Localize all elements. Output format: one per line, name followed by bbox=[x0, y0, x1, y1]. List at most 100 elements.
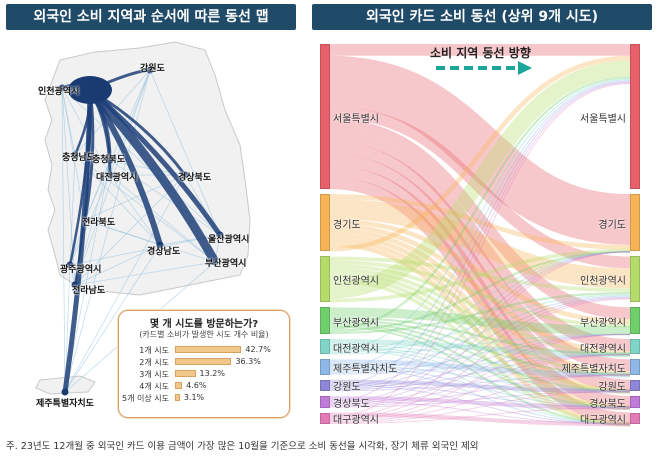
sankey-link bbox=[329, 177, 631, 425]
map-minor-flow bbox=[61, 87, 76, 156]
sankey-source-label: 대전광역시 bbox=[333, 343, 379, 355]
sankey-source-node bbox=[320, 339, 330, 355]
sankey-source-node bbox=[320, 256, 330, 303]
sankey-target-node bbox=[630, 379, 640, 392]
map-minor-flow bbox=[74, 69, 151, 286]
sankey-target-node bbox=[630, 307, 640, 335]
inset-question: 몇 개 시도를 방문하는가? bbox=[149, 319, 259, 330]
sankey-link bbox=[329, 374, 631, 392]
sankey-source-node bbox=[320, 379, 330, 392]
map-minor-flow bbox=[61, 87, 66, 393]
sankey-link bbox=[329, 228, 631, 376]
map-minor-flow bbox=[64, 174, 186, 393]
sankey-link bbox=[329, 374, 631, 423]
map-minor-flow bbox=[74, 244, 161, 286]
sankey-link bbox=[329, 130, 631, 351]
inset-bar-label: 3개 시도 bbox=[139, 370, 169, 379]
sankey-link bbox=[329, 263, 631, 357]
sankey-link bbox=[329, 333, 631, 405]
sankey-link bbox=[329, 384, 631, 425]
sankey-target-label: 부산광역시 bbox=[580, 317, 626, 329]
sankey-target-label: 경기도 bbox=[598, 219, 626, 231]
inset-bar-value: 3.1% bbox=[183, 393, 205, 402]
sankey-target-label: 제주특별자치도 bbox=[561, 363, 626, 375]
sankey-link bbox=[329, 400, 631, 425]
sankey-target-node bbox=[630, 359, 640, 375]
sankey-link bbox=[329, 396, 631, 410]
map-node-gangwon bbox=[146, 66, 154, 74]
sankey-source-label: 인천광역시 bbox=[333, 276, 379, 288]
label-daejeon: 대전광역시 bbox=[96, 173, 138, 183]
sankey-source-node bbox=[320, 396, 330, 408]
map-minor-flow bbox=[69, 234, 221, 266]
map-minor-flow bbox=[69, 174, 111, 266]
label-gwangju: 광주광역시 bbox=[60, 265, 102, 275]
map-node-gwangju bbox=[66, 261, 74, 269]
label-gyeongnam: 경상남도 bbox=[147, 247, 181, 257]
sankey-source-label: 강원도 bbox=[333, 382, 361, 394]
map-node-jeonbuk bbox=[81, 216, 89, 224]
map-minor-flow bbox=[64, 244, 161, 393]
sankey-link bbox=[329, 153, 631, 392]
sankey-link bbox=[329, 374, 631, 407]
sankey-link bbox=[329, 82, 631, 402]
map-minor-flow bbox=[109, 174, 161, 246]
right-panel-title: 외국인 카드 소비 동선 (상위 9개 시도) bbox=[312, 4, 652, 30]
map-nodes bbox=[58, 66, 224, 396]
label-chungbuk: 충청북도 bbox=[92, 155, 126, 165]
sankey-link bbox=[329, 55, 631, 252]
sankey-link bbox=[329, 390, 631, 424]
sankey-link bbox=[329, 297, 631, 404]
sankey-link bbox=[329, 81, 631, 387]
map-minor-flow bbox=[109, 174, 216, 263]
inset-bar-row: 2개 시도 36.3% bbox=[119, 357, 289, 367]
map-node-jeju bbox=[61, 388, 69, 396]
sankey-link bbox=[329, 339, 631, 358]
sankey-target-node bbox=[630, 44, 640, 190]
sankey-link bbox=[329, 60, 631, 299]
sankey-link bbox=[329, 348, 631, 425]
sankey-target-node bbox=[630, 256, 640, 303]
sankey-link bbox=[329, 383, 631, 409]
sankey-link bbox=[329, 354, 631, 406]
sankey-target-node bbox=[630, 396, 640, 408]
label-jeonbuk: 전라북도 bbox=[82, 218, 116, 228]
map-node-jeonnam bbox=[71, 281, 79, 289]
sankey-source-label: 부산광역시 bbox=[333, 317, 379, 329]
sankey-link bbox=[329, 76, 631, 330]
sankey-link bbox=[329, 251, 631, 388]
sankey-source-node bbox=[320, 44, 330, 190]
sankey-link bbox=[329, 248, 631, 303]
sankey-link bbox=[329, 353, 631, 375]
sankey-target-node bbox=[630, 412, 640, 424]
sankey-link bbox=[329, 379, 631, 394]
sankey-diagram bbox=[329, 44, 631, 427]
sankey-link bbox=[329, 251, 631, 419]
map-node-gyeongnam bbox=[156, 241, 164, 249]
label-chungnam: 충청남도 bbox=[62, 153, 96, 163]
map-minor-flow bbox=[109, 69, 151, 176]
sankey-source-label: 대구광역시 bbox=[333, 415, 379, 427]
inset-bar bbox=[175, 382, 183, 389]
sankey-link bbox=[329, 321, 631, 393]
label-incheon: 인천광역시 bbox=[38, 87, 80, 97]
inset-subtitle: (카드별 소비가 발생한 시도 개수 비율) bbox=[139, 330, 269, 339]
inset-bar-value: 36.3% bbox=[235, 357, 261, 366]
sankey-link bbox=[329, 296, 631, 389]
map-minor-flow bbox=[61, 87, 111, 176]
sankey-source-label: 경기도 bbox=[333, 219, 361, 231]
sankey-link bbox=[329, 218, 631, 324]
sankey-link bbox=[329, 318, 631, 376]
map-node-incheon bbox=[58, 84, 66, 92]
sankey-source-node bbox=[320, 359, 330, 375]
sankey-link bbox=[329, 260, 631, 328]
sankey-source-node bbox=[320, 194, 330, 252]
sankey-link bbox=[329, 292, 631, 335]
sankey-link bbox=[329, 83, 631, 418]
sankey-link bbox=[329, 250, 631, 332]
sankey-target-label: 대전광역시 bbox=[580, 343, 626, 355]
sankey-link bbox=[329, 333, 631, 355]
map-node-daejeon bbox=[106, 171, 114, 179]
sankey-link bbox=[329, 198, 631, 289]
sankey-link bbox=[329, 333, 631, 374]
